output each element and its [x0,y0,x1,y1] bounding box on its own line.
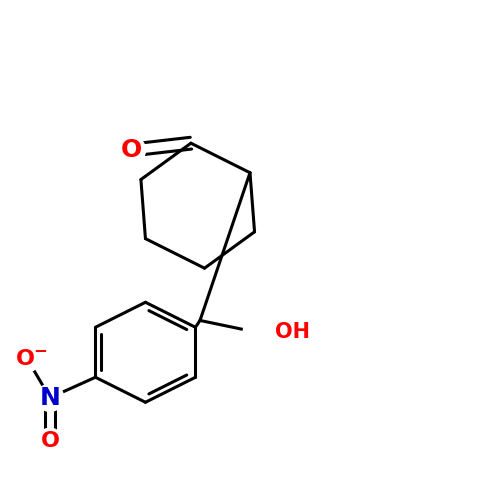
Text: OH: OH [275,322,310,342]
Circle shape [118,136,146,164]
Circle shape [243,320,266,343]
Text: O: O [16,349,34,369]
Text: O: O [40,431,60,451]
Text: N: N [40,386,60,409]
Text: O: O [121,138,142,162]
Text: −: − [33,341,47,359]
Circle shape [14,346,40,372]
Circle shape [38,428,62,454]
Circle shape [36,384,64,411]
